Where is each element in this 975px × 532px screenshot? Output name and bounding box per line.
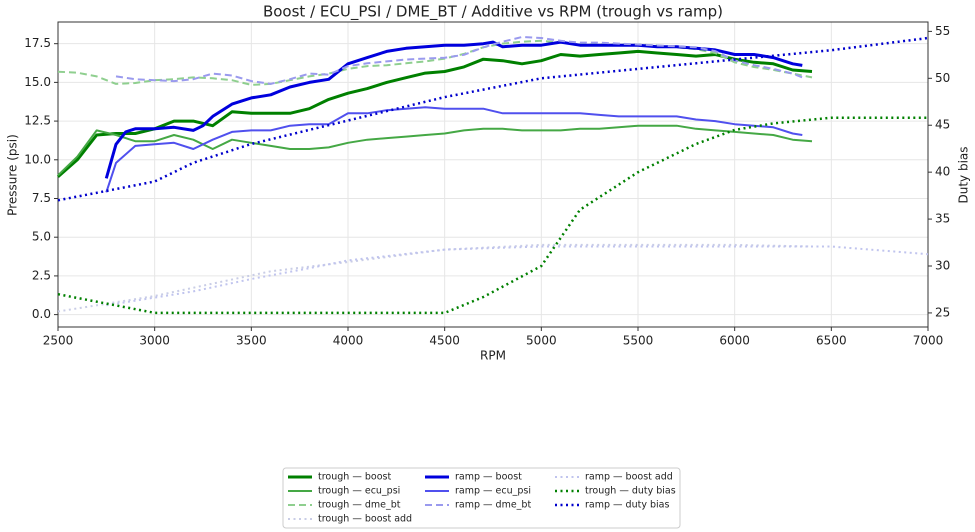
x-tick-label: 3000 [139,334,170,348]
series-line [57,243,813,313]
x-tick-label: 6000 [719,334,750,348]
x-tick-label: 4500 [429,334,460,348]
legend-label: ramp — dme_bt [455,500,531,511]
series-line [104,40,803,179]
series-line [57,39,813,86]
y-tick-label: 7.5 [32,191,51,205]
legend-label: trough — boost [318,472,391,483]
legend-label: trough — duty bias [585,486,676,497]
legend-label: trough — boost add [318,514,412,525]
x-tick-label: 3500 [236,334,267,348]
series-line [57,49,813,178]
legend-box [282,467,681,529]
y-tick-label: 2.5 [32,268,51,282]
y2-tick-label: 25 [935,305,950,319]
y2-tick-label: 45 [935,118,950,132]
series-line [57,36,929,202]
legend-label: ramp — duty bias [585,500,669,511]
legend-label: ramp — ecu_psi [455,486,531,497]
x-tick-label: 7000 [913,334,944,348]
y-axis-label: Pressure (psi) [6,134,20,216]
y2-tick-label: 30 [935,259,950,273]
legend-label: trough — ecu_psi [318,486,400,497]
series-line [115,36,803,85]
y-tick-label: 12.5 [24,114,51,128]
y-tick-label: 5.0 [32,230,51,244]
legend-label: ramp — boost add [585,472,673,483]
y2-tick-label: 35 [935,212,950,226]
y2-tick-label: 55 [935,24,950,38]
y-tick-label: 15.0 [24,75,51,89]
x-tick-label: 4000 [333,334,364,348]
series-line [57,116,928,315]
y2-tick-label: 40 [935,165,950,179]
x-axis-label: RPM [480,349,506,363]
y-tick-label: 10.0 [24,152,51,166]
chart-title: Boost / ECU_PSI / DME_BT / Additive vs R… [263,3,723,22]
y-tick-label: 0.0 [32,307,51,321]
plot-frame [57,21,929,328]
y2-axis-label: Duty bias [957,146,971,203]
series-line [105,106,803,193]
series-line [57,124,813,177]
x-tick-label: 2500 [43,334,74,348]
x-tick-label: 6500 [816,334,847,348]
legend-label: trough — dme_bt [318,500,401,511]
series-line [106,245,929,307]
x-tick-label: 5000 [526,334,557,348]
y2-tick-label: 50 [935,71,950,85]
legend-label: ramp — boost [455,472,522,483]
x-tick-label: 5500 [623,334,654,348]
y-tick-label: 17.5 [24,36,51,50]
